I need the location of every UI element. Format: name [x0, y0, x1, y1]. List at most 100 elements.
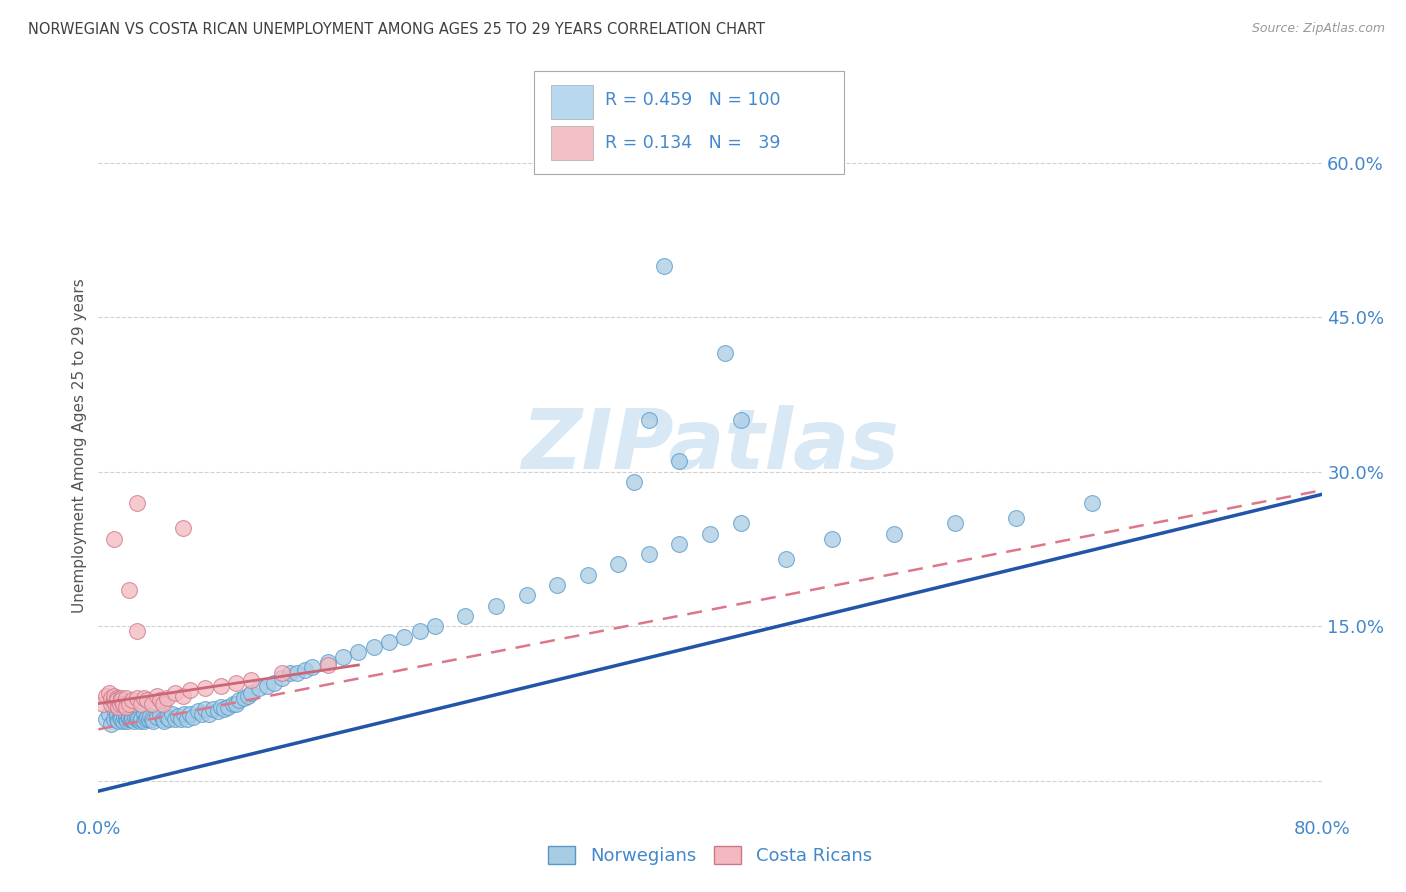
Point — [637, 547, 661, 561]
Point — [125, 712, 148, 726]
Point — [110, 706, 132, 721]
Point — [730, 413, 752, 427]
Point — [270, 671, 292, 685]
Point — [105, 693, 128, 707]
Text: NORWEGIAN VS COSTA RICAN UNEMPLOYMENT AMONG AGES 25 TO 29 YEARS CORRELATION CHAR: NORWEGIAN VS COSTA RICAN UNEMPLOYMENT AM… — [28, 22, 765, 37]
Point — [263, 676, 285, 690]
Point — [217, 699, 239, 714]
Point — [134, 714, 156, 728]
Point — [145, 690, 167, 704]
Point — [576, 567, 599, 582]
Point — [278, 665, 301, 680]
Point — [163, 686, 186, 700]
Point — [256, 679, 278, 693]
Point — [714, 346, 737, 360]
Point — [105, 691, 128, 706]
Point — [668, 454, 690, 468]
Point — [623, 475, 645, 489]
Point — [127, 712, 149, 726]
Point — [111, 714, 134, 728]
Point — [225, 697, 247, 711]
Point — [363, 640, 385, 654]
Point — [118, 583, 141, 598]
Point — [157, 712, 180, 726]
Point — [294, 663, 316, 677]
Point — [121, 693, 143, 707]
Point — [115, 691, 138, 706]
Point — [228, 693, 250, 707]
Point — [156, 691, 179, 706]
Point — [821, 532, 844, 546]
Point — [118, 697, 141, 711]
Point — [270, 665, 292, 680]
Point — [149, 706, 172, 721]
Point — [108, 710, 131, 724]
Point — [100, 691, 122, 706]
Point — [222, 697, 245, 711]
Point — [1004, 511, 1026, 525]
Point — [179, 706, 201, 721]
Point — [112, 710, 135, 724]
Point — [209, 699, 232, 714]
Point — [172, 521, 194, 535]
Point — [156, 710, 179, 724]
Point — [125, 691, 148, 706]
Point — [730, 516, 752, 531]
Point — [115, 699, 138, 714]
Point — [103, 532, 125, 546]
Point — [652, 259, 675, 273]
Text: ZIPatlas: ZIPatlas — [522, 406, 898, 486]
Point — [637, 413, 661, 427]
Point — [121, 712, 143, 726]
Point — [181, 710, 204, 724]
Point — [194, 681, 217, 695]
Point — [1081, 496, 1104, 510]
Point — [943, 516, 966, 531]
Point — [153, 714, 176, 728]
Y-axis label: Unemployment Among Ages 25 to 29 years: Unemployment Among Ages 25 to 29 years — [72, 278, 87, 614]
Point — [699, 526, 721, 541]
Point — [122, 714, 145, 728]
Point — [107, 714, 129, 728]
Point — [120, 712, 142, 726]
Point — [202, 702, 225, 716]
Point — [191, 706, 214, 721]
Point — [136, 710, 159, 724]
Point — [240, 686, 263, 700]
Point — [104, 697, 127, 711]
Point — [100, 717, 122, 731]
Point — [692, 135, 714, 149]
Point — [301, 660, 323, 674]
Point — [160, 706, 183, 721]
Point — [170, 712, 193, 726]
Point — [668, 537, 690, 551]
Point — [167, 709, 190, 723]
Point — [118, 712, 141, 726]
Point — [110, 712, 132, 726]
Point — [607, 558, 630, 572]
Point — [546, 578, 568, 592]
Point — [197, 706, 219, 721]
Point — [141, 697, 163, 711]
Point — [145, 710, 167, 724]
Point — [209, 679, 232, 693]
Text: Source: ZipAtlas.com: Source: ZipAtlas.com — [1251, 22, 1385, 36]
Point — [347, 645, 370, 659]
Text: R = 0.134   N =   39: R = 0.134 N = 39 — [605, 134, 780, 152]
Point — [94, 690, 117, 704]
Point — [316, 658, 339, 673]
Point — [111, 697, 134, 711]
Point — [134, 691, 156, 706]
Point — [125, 496, 148, 510]
Point — [117, 714, 139, 728]
Point — [118, 710, 141, 724]
Point — [392, 630, 416, 644]
Point — [98, 706, 121, 721]
Point — [423, 619, 446, 633]
Point — [141, 712, 163, 726]
Point — [129, 697, 152, 711]
Point — [134, 706, 156, 721]
Point — [179, 683, 201, 698]
Point — [138, 712, 160, 726]
Point — [285, 665, 308, 680]
